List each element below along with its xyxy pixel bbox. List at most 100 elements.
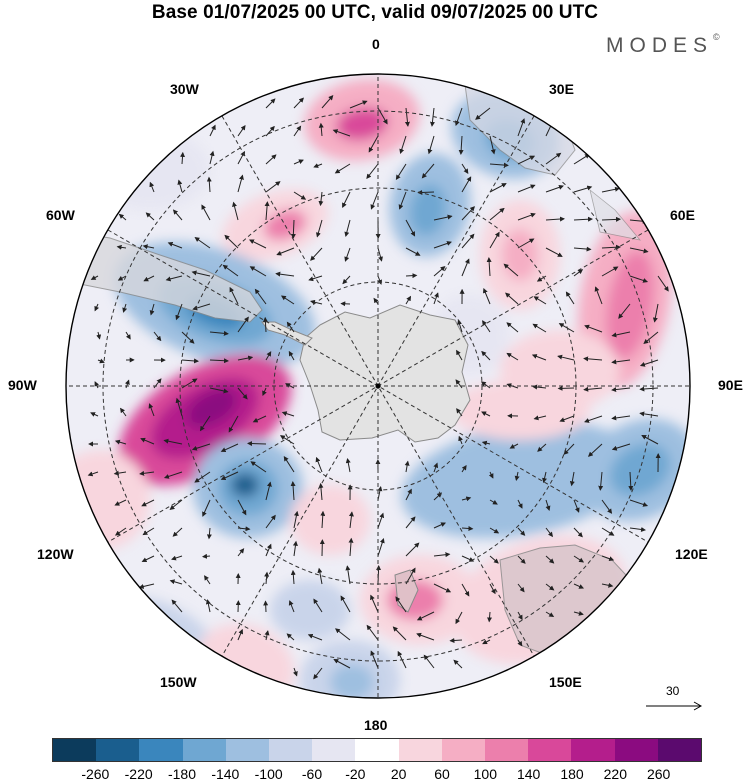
wind-arrow bbox=[209, 150, 215, 165]
wind-arrow bbox=[405, 273, 418, 279]
wind-arrow bbox=[584, 415, 603, 423]
colorbar-tick-label: 140 bbox=[516, 766, 541, 782]
wind-arrow bbox=[125, 331, 131, 340]
wind-arrow bbox=[611, 331, 631, 338]
wind-arrow bbox=[457, 319, 463, 333]
wind-arrow bbox=[290, 569, 296, 585]
wind-arrow bbox=[280, 295, 295, 305]
wind-arrow bbox=[461, 176, 472, 193]
wind-arrow bbox=[171, 599, 183, 613]
wind-arrow bbox=[204, 575, 211, 585]
wind-arrow bbox=[601, 555, 615, 562]
wind-arrow bbox=[517, 583, 525, 593]
wind-arrow bbox=[377, 275, 382, 285]
wind-arrow bbox=[405, 247, 421, 256]
wind-arrow bbox=[405, 516, 416, 529]
wind-arrow bbox=[370, 594, 379, 613]
wind-arrow bbox=[583, 386, 603, 392]
wind-arrow bbox=[172, 209, 183, 221]
wind-arrow bbox=[308, 275, 323, 282]
anomaly-contour bbox=[336, 107, 388, 141]
wind-arrow bbox=[601, 186, 620, 193]
wind-arrow bbox=[643, 331, 659, 345]
map-border bbox=[65, 73, 691, 699]
wind-arrow bbox=[594, 286, 603, 305]
wind-arrow bbox=[536, 275, 547, 282]
wind-arrow bbox=[629, 275, 649, 283]
wind-arrow bbox=[486, 257, 492, 277]
wind-arrow bbox=[611, 415, 631, 421]
wind-arrow bbox=[611, 443, 631, 451]
wind-arrow bbox=[149, 181, 155, 193]
anomaly-contour bbox=[263, 209, 307, 241]
wind-arrow bbox=[122, 303, 128, 313]
colorbar-tick-label: 100 bbox=[473, 766, 498, 782]
wind-arrow bbox=[517, 527, 526, 536]
lon-label-60w: 60W bbox=[46, 207, 75, 223]
wind-arrow bbox=[220, 471, 239, 481]
wind-arrow bbox=[569, 471, 575, 487]
wind-arrow bbox=[481, 440, 491, 446]
wind-arrow bbox=[288, 600, 295, 613]
wind-arrow bbox=[265, 181, 281, 193]
brand-mark: © bbox=[713, 32, 720, 42]
wind-arrow bbox=[405, 542, 420, 557]
modes-logo: MODES© bbox=[606, 32, 720, 58]
wind-arrow bbox=[199, 415, 211, 432]
wind-arrow bbox=[611, 359, 631, 365]
wind-arrow bbox=[489, 183, 507, 193]
wind-arrow bbox=[265, 351, 272, 361]
colorbar-segment bbox=[312, 739, 356, 761]
wind-arrow bbox=[563, 443, 575, 455]
wind-arrow bbox=[405, 295, 412, 305]
wind-arrow bbox=[370, 650, 379, 669]
wind-arrow bbox=[433, 292, 439, 305]
wind-arrow bbox=[557, 385, 575, 391]
colorbar-ticks: -260 -220 -180 -140 -100 -60 -20 20 60 100 140 180 2… bbox=[0, 766, 750, 782]
wind-arrow bbox=[145, 212, 155, 221]
wind-arrow bbox=[342, 275, 351, 285]
wind-arrow bbox=[345, 458, 351, 473]
wind-arrow bbox=[481, 411, 491, 417]
wind-arrow bbox=[573, 246, 592, 252]
wind-arrow bbox=[489, 135, 496, 155]
colorbar-tick-label: -260 bbox=[81, 766, 110, 782]
wind-arrow bbox=[349, 100, 368, 109]
wind-arrow bbox=[265, 125, 275, 137]
wind-arrow bbox=[514, 471, 520, 481]
wind-arrow bbox=[657, 275, 669, 292]
colorbar-segment bbox=[528, 739, 572, 761]
wind-arrow bbox=[348, 537, 354, 557]
wind-arrow bbox=[506, 322, 519, 333]
wind-arrow bbox=[487, 611, 493, 623]
wind-arrow bbox=[475, 107, 491, 120]
wind-arrow bbox=[220, 443, 239, 453]
wind-arrow bbox=[489, 207, 505, 221]
wind-arrow bbox=[453, 659, 463, 669]
wind-arrow bbox=[293, 667, 298, 677]
wind-arrow bbox=[209, 330, 229, 336]
wind-arrow bbox=[652, 303, 659, 323]
brand-text: MODES bbox=[606, 34, 714, 57]
wind-arrow bbox=[254, 288, 267, 305]
wind-arrow bbox=[288, 350, 295, 361]
wind-arrow bbox=[455, 379, 463, 389]
wind-arrow bbox=[366, 163, 379, 179]
wind-arrow bbox=[181, 358, 199, 364]
wind-arrow bbox=[140, 437, 155, 445]
wind-arrow bbox=[461, 583, 470, 597]
wind-arrow bbox=[628, 471, 634, 491]
wind-arrow bbox=[149, 303, 155, 316]
wind-arrow bbox=[601, 266, 619, 277]
lon-label-150e: 150E bbox=[549, 674, 582, 690]
wind-arrow bbox=[265, 154, 277, 165]
wind-arrow bbox=[565, 291, 575, 305]
wind-arrow bbox=[489, 162, 509, 168]
wind-arrow bbox=[275, 271, 295, 277]
wind-arrow bbox=[293, 510, 299, 529]
wind-arrow bbox=[138, 583, 155, 589]
wind-arrow bbox=[97, 358, 105, 364]
wind-arrow bbox=[509, 443, 519, 449]
wind-arrow bbox=[416, 611, 435, 621]
wind-arrow bbox=[332, 129, 351, 137]
